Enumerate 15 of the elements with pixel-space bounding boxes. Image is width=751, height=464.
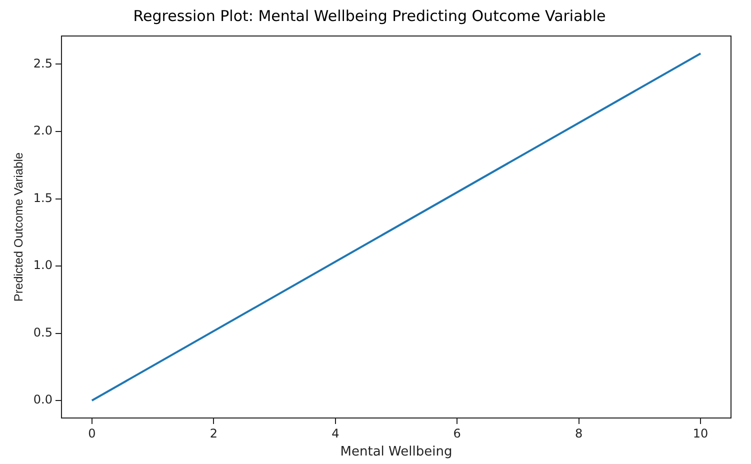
y-tick-label: 0.5 (33, 325, 52, 340)
y-tick-label: 0.0 (33, 392, 52, 407)
x-axis-title: Mental Wellbeing (340, 444, 452, 460)
y-tick-label: 2.5 (33, 56, 52, 70)
y-axis-title: Predicted Outcome Variable (12, 152, 26, 302)
x-tick-label: 8 (575, 426, 583, 440)
x-tick-label: 4 (332, 426, 340, 440)
chart-title: Regression Plot: Mental Wellbeing Predicting Outcome Variable (133, 6, 606, 25)
x-tick-label: 0 (88, 426, 96, 440)
y-tick-label: 1.5 (33, 190, 52, 205)
x-tick-label: 10 (692, 426, 708, 440)
y-tick-label: 1.0 (33, 258, 52, 272)
x-tick-label: 6 (453, 426, 461, 440)
x-tick-label: 2 (210, 426, 218, 440)
y-tick-label: 2.0 (33, 124, 52, 138)
